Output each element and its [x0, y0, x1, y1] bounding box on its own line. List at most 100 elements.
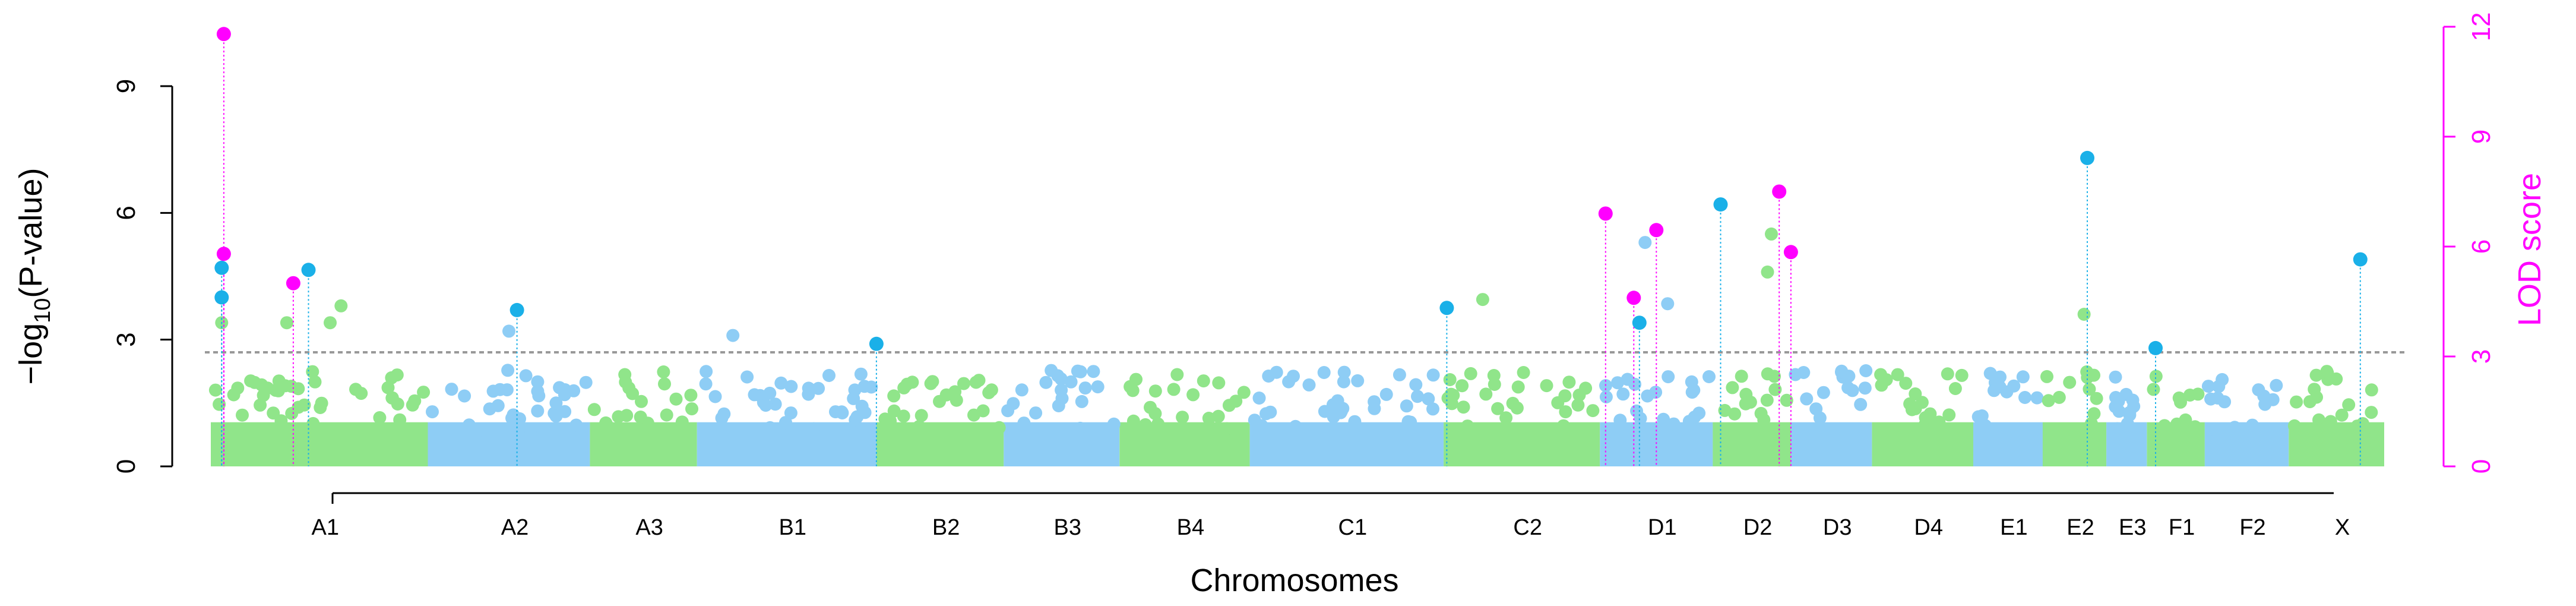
background-snp	[213, 397, 226, 411]
background-snp	[2040, 370, 2053, 383]
lod-peak-point	[1649, 223, 1664, 238]
background-snp	[1426, 402, 1439, 416]
background-snp	[1768, 370, 1781, 383]
background-snp	[685, 402, 698, 416]
gwas-significant-point	[214, 290, 229, 305]
background-snp	[2310, 390, 2323, 404]
background-snp	[812, 381, 825, 395]
background-snp-peak	[502, 324, 515, 338]
background-snp	[599, 416, 613, 430]
chromosome-label-B4: B4	[1177, 515, 1204, 540]
background-snp	[1797, 366, 1811, 379]
chromosome-label-F2: F2	[2239, 515, 2265, 540]
background-snp	[857, 380, 871, 393]
background-snp	[458, 389, 471, 403]
y2-tick-label: 3	[2467, 349, 2496, 364]
background-snp	[1559, 405, 1572, 419]
background-snp	[1768, 383, 1782, 396]
background-snp	[1148, 384, 1162, 398]
background-snp	[2174, 395, 2187, 409]
background-snp	[373, 411, 387, 424]
background-snp	[1628, 377, 1641, 391]
y-tick-label: 9	[112, 79, 141, 93]
background-snp	[324, 422, 337, 436]
background-snp	[2320, 365, 2334, 378]
background-snp	[1229, 394, 1243, 408]
background-snp	[1252, 392, 1266, 405]
background-snp	[1641, 389, 1654, 403]
background-snp	[1891, 368, 1904, 381]
chromosome-band-B2	[876, 422, 1004, 466]
y-tick-label: 6	[112, 206, 141, 220]
y-axis-title: −log10(P-value)	[13, 168, 55, 385]
background-snp	[393, 413, 407, 427]
background-snp	[2123, 406, 2137, 419]
background-snp	[1540, 379, 1553, 393]
background-snp	[2042, 394, 2055, 408]
background-snp	[1571, 398, 1585, 412]
background-snp	[763, 421, 777, 434]
background-snp	[822, 369, 836, 382]
background-snp	[1586, 404, 1600, 418]
y-tick-label: 3	[112, 332, 141, 346]
background-snp	[2030, 391, 2044, 405]
background-snp	[2201, 380, 2215, 393]
background-snp	[1909, 402, 1922, 415]
background-snp	[2090, 392, 2103, 405]
background-snp	[992, 421, 1006, 434]
background-snp-peak	[334, 299, 348, 313]
background-snp	[1015, 383, 1028, 397]
background-snp	[1858, 381, 1872, 395]
background-snp	[2312, 413, 2325, 427]
background-snp	[483, 402, 496, 416]
chromosome-label-D3: D3	[1823, 515, 1852, 540]
background-snp	[1444, 387, 1458, 401]
background-snp	[2083, 383, 2096, 396]
y2-axis-ticks: 0 3 6 9 12	[2444, 12, 2496, 474]
background-snp-layer	[208, 227, 2378, 437]
background-snp	[708, 390, 722, 403]
background-snp	[2179, 413, 2192, 427]
background-snp	[2087, 407, 2101, 421]
chromosome-band-A1	[211, 422, 428, 466]
background-snp	[1909, 387, 1922, 400]
background-snp	[2016, 370, 2030, 384]
background-snp	[1692, 406, 1706, 420]
background-snp	[1735, 370, 1748, 383]
background-snp	[2188, 420, 2202, 434]
background-snp	[1055, 383, 1068, 397]
background-snp	[2365, 383, 2378, 397]
gwas-significant-point	[2148, 340, 2163, 355]
background-snp	[657, 365, 670, 378]
background-snp	[445, 383, 458, 396]
background-snp	[1443, 373, 1457, 386]
chromosome-label-A3: A3	[635, 515, 663, 540]
background-snp	[802, 387, 815, 401]
chromosome-label-E2: E2	[2067, 515, 2094, 540]
gwas-significant-point	[301, 263, 316, 277]
background-snp	[779, 416, 792, 430]
background-snp	[1129, 373, 1143, 386]
background-snp	[2110, 422, 2124, 435]
gwas-significant-point	[509, 302, 524, 317]
background-snp	[2183, 389, 2197, 402]
background-snp	[1064, 375, 1078, 389]
gwas-significant-point	[2080, 150, 2094, 165]
background-snp	[1800, 392, 1814, 406]
background-snp	[267, 406, 280, 420]
background-snp	[854, 367, 868, 381]
background-snp	[2063, 375, 2077, 389]
y-tick-label: 0	[112, 459, 141, 474]
background-snp	[635, 394, 648, 408]
chromosome-label-B2: B2	[932, 515, 960, 540]
background-snp	[1150, 422, 1163, 436]
background-snp	[1071, 364, 1084, 378]
chromosome-label-A1: A1	[312, 515, 339, 540]
x-axis-title: Chromosomes	[1190, 563, 1398, 598]
chromosome-label-D2: D2	[1743, 515, 1773, 540]
background-snp	[385, 391, 399, 405]
background-snp	[1400, 399, 1413, 413]
background-snp	[2216, 373, 2229, 386]
